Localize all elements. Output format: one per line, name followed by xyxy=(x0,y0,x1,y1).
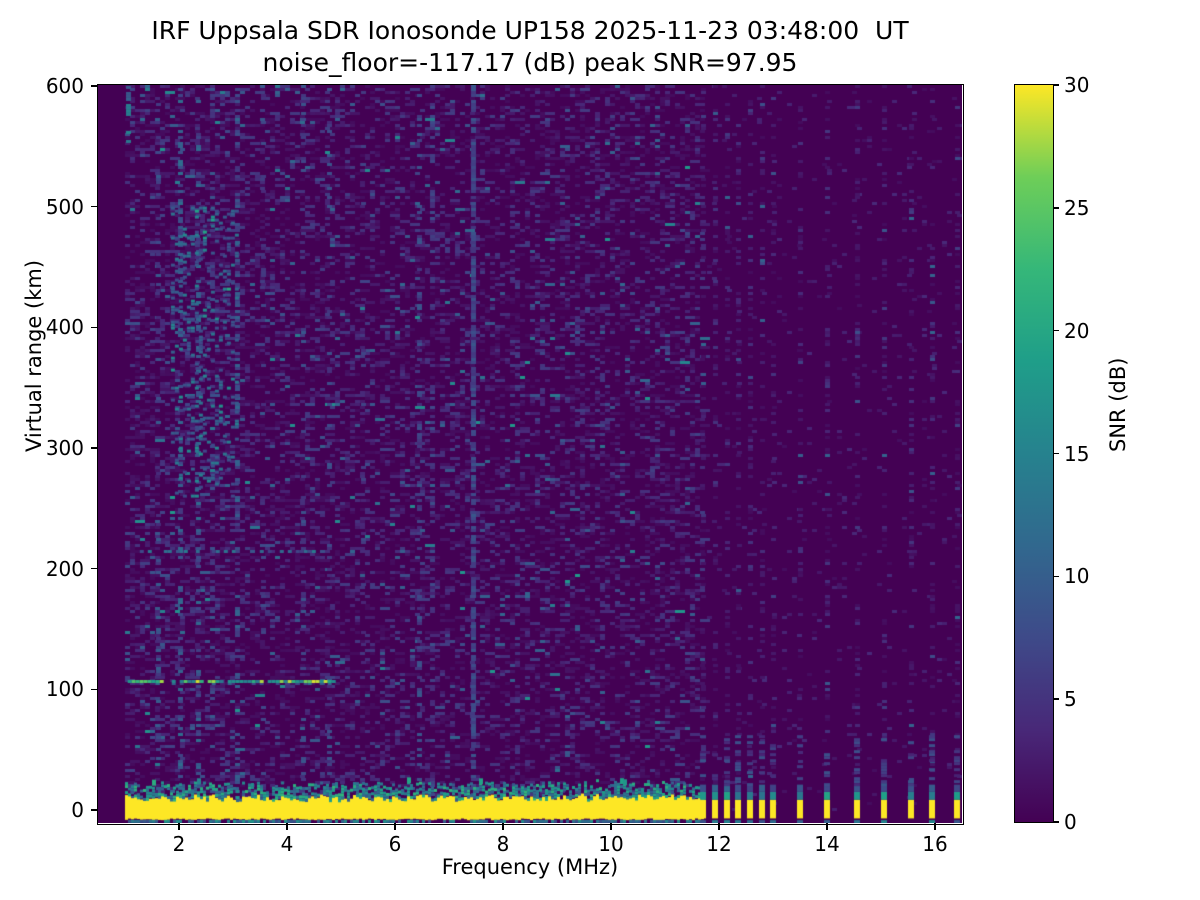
tick-mark xyxy=(502,823,504,830)
tick-mark xyxy=(1053,698,1059,700)
y-tick-label: 200 xyxy=(45,556,84,581)
tick-mark xyxy=(178,823,180,830)
y-tick-label: 400 xyxy=(45,315,84,340)
tick-mark xyxy=(91,205,98,208)
colorbar-tick-label: 10 xyxy=(1064,564,1090,589)
colorbar-tick-label: 5 xyxy=(1064,687,1077,712)
tick-mark xyxy=(1053,207,1059,209)
colorbar-tick-label: 25 xyxy=(1064,195,1090,220)
tick-mark xyxy=(718,823,720,830)
x-tick-label: 14 xyxy=(814,832,840,856)
tick-mark xyxy=(286,823,288,830)
tick-mark xyxy=(91,326,98,329)
x-tick-label: 16 xyxy=(922,832,948,856)
figure-title-line1: IRF Uppsala SDR Ionosonde UP158 2025-11-… xyxy=(151,16,909,45)
tick-mark xyxy=(1053,329,1059,332)
x-tick-label: 6 xyxy=(388,832,402,856)
colorbar xyxy=(1014,84,1054,823)
colorbar-tick-label: 15 xyxy=(1064,441,1090,466)
ionogram-heatmap xyxy=(98,85,962,823)
tick-mark xyxy=(1053,821,1059,823)
y-tick-label: 100 xyxy=(45,677,84,702)
tick-mark xyxy=(91,567,98,570)
tick-mark xyxy=(91,688,98,691)
tick-mark xyxy=(610,823,612,830)
x-tick-label: 10 xyxy=(598,832,624,856)
tick-mark xyxy=(394,823,396,830)
x-tick-label: 8 xyxy=(496,832,510,856)
y-tick-label: 0 xyxy=(71,797,84,822)
tick-mark xyxy=(826,823,828,830)
colorbar-tick-label: 20 xyxy=(1064,318,1090,343)
tick-mark xyxy=(1053,452,1059,455)
y-tick-label: 300 xyxy=(45,435,84,460)
y-tick-label: 500 xyxy=(45,194,84,219)
x-axis-label: Frequency (MHz) xyxy=(441,855,619,879)
tick-mark xyxy=(934,823,936,830)
x-tick-label: 12 xyxy=(706,832,732,856)
colorbar-tick-label: 0 xyxy=(1064,810,1077,834)
colorbar-tick-label: 30 xyxy=(1064,73,1090,97)
tick-mark xyxy=(91,85,98,87)
x-tick-label: 2 xyxy=(172,832,186,856)
figure-title-line2: noise_floor=-117.17 (dB) peak SNR=97.95 xyxy=(262,48,798,77)
tick-mark xyxy=(1053,84,1059,86)
y-tick-label: 600 xyxy=(45,73,84,98)
tick-mark xyxy=(91,447,98,449)
tick-mark xyxy=(1053,575,1059,578)
tick-mark xyxy=(91,809,98,811)
x-tick-label: 4 xyxy=(280,832,294,856)
